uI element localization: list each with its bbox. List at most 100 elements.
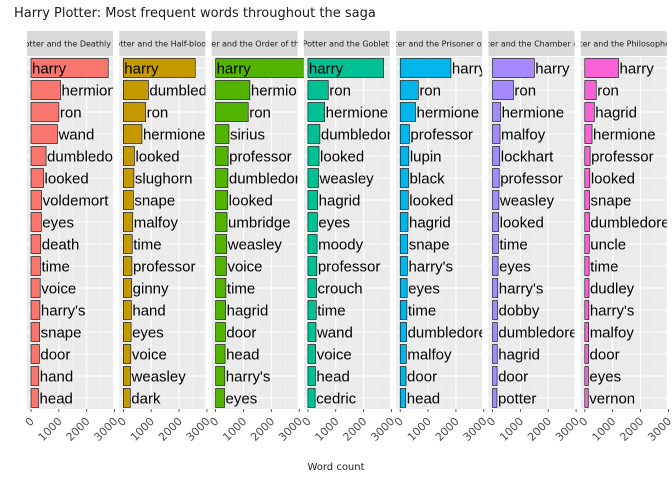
bar[interactable] xyxy=(30,212,42,232)
bar[interactable] xyxy=(492,278,499,298)
bar[interactable] xyxy=(215,256,227,276)
bar[interactable] xyxy=(123,168,135,188)
bar[interactable] xyxy=(584,278,590,298)
bar[interactable] xyxy=(584,366,589,386)
bar[interactable] xyxy=(215,366,226,386)
bar[interactable] xyxy=(584,256,590,276)
bar[interactable] xyxy=(30,58,109,78)
bar[interactable] xyxy=(215,102,249,122)
bar[interactable] xyxy=(123,388,131,408)
bar[interactable] xyxy=(123,366,131,386)
bar[interactable] xyxy=(123,300,132,320)
bar[interactable] xyxy=(307,146,320,166)
bar[interactable] xyxy=(492,212,499,232)
bar[interactable] xyxy=(399,234,409,254)
bar[interactable] xyxy=(399,300,408,320)
bar[interactable] xyxy=(399,146,410,166)
bar[interactable] xyxy=(307,256,318,276)
bar[interactable] xyxy=(399,388,407,408)
bar[interactable] xyxy=(123,212,134,232)
bar[interactable] xyxy=(492,124,501,144)
bar[interactable] xyxy=(30,168,44,188)
bar[interactable] xyxy=(492,256,499,276)
bar[interactable] xyxy=(307,190,318,210)
bar[interactable] xyxy=(307,366,316,386)
bar[interactable] xyxy=(30,278,41,298)
bar[interactable] xyxy=(307,344,317,364)
bar[interactable] xyxy=(584,322,590,342)
bar[interactable] xyxy=(492,234,499,254)
bar[interactable] xyxy=(30,124,58,144)
bar[interactable] xyxy=(307,80,329,100)
bar[interactable] xyxy=(30,344,40,364)
bar[interactable] xyxy=(492,300,498,320)
bar[interactable] xyxy=(399,366,407,386)
bar[interactable] xyxy=(399,256,408,276)
bar[interactable] xyxy=(399,190,409,210)
bar[interactable] xyxy=(30,256,41,276)
bar[interactable] xyxy=(399,344,407,364)
bar[interactable] xyxy=(584,102,595,122)
bar[interactable] xyxy=(399,168,409,188)
bar[interactable] xyxy=(30,300,41,320)
bar[interactable] xyxy=(307,278,317,298)
bar[interactable] xyxy=(492,58,535,78)
bar[interactable] xyxy=(399,278,408,298)
bar[interactable] xyxy=(399,58,452,78)
bar[interactable] xyxy=(30,366,40,386)
bar[interactable] xyxy=(307,102,325,122)
bar[interactable] xyxy=(30,190,42,210)
bar[interactable] xyxy=(215,168,229,188)
bar[interactable] xyxy=(584,234,590,254)
bar[interactable] xyxy=(215,322,226,342)
bar[interactable] xyxy=(215,344,226,364)
bar[interactable] xyxy=(123,102,146,122)
bar[interactable] xyxy=(399,102,416,122)
bar[interactable] xyxy=(492,322,498,342)
bar[interactable] xyxy=(584,388,589,408)
bar[interactable] xyxy=(492,388,498,408)
bar[interactable] xyxy=(123,190,134,210)
bar[interactable] xyxy=(123,256,133,276)
bar[interactable] xyxy=(584,344,589,364)
bar[interactable] xyxy=(307,124,321,144)
bar[interactable] xyxy=(30,80,61,100)
bar[interactable] xyxy=(584,124,593,144)
bar[interactable] xyxy=(215,80,251,100)
bar[interactable] xyxy=(307,212,318,232)
bar[interactable] xyxy=(215,278,227,298)
bar[interactable] xyxy=(492,366,498,386)
bar[interactable] xyxy=(307,322,317,342)
bar[interactable] xyxy=(399,212,409,232)
bar[interactable] xyxy=(123,80,149,100)
bar[interactable] xyxy=(584,80,597,100)
bar[interactable] xyxy=(492,344,498,364)
bar[interactable] xyxy=(123,146,135,166)
bar[interactable] xyxy=(30,322,40,342)
bar[interactable] xyxy=(307,300,317,320)
bar[interactable] xyxy=(215,234,228,254)
bar[interactable] xyxy=(492,102,501,122)
bar[interactable] xyxy=(215,388,225,408)
bar[interactable] xyxy=(307,234,318,254)
bar[interactable] xyxy=(399,80,419,100)
bar[interactable] xyxy=(399,124,410,144)
bar[interactable] xyxy=(123,278,132,298)
bar[interactable] xyxy=(307,168,319,188)
bar[interactable] xyxy=(215,190,228,210)
bar[interactable] xyxy=(123,124,143,144)
bar[interactable] xyxy=(215,124,230,144)
bar[interactable] xyxy=(215,146,229,166)
bar[interactable] xyxy=(584,58,619,78)
bar[interactable] xyxy=(30,388,39,408)
bar[interactable] xyxy=(215,212,228,232)
bar[interactable] xyxy=(215,300,226,320)
bar[interactable] xyxy=(584,300,590,320)
bar[interactable] xyxy=(30,102,60,122)
bar[interactable] xyxy=(584,146,591,166)
bar[interactable] xyxy=(399,322,407,342)
bar[interactable] xyxy=(584,168,591,188)
bar[interactable] xyxy=(584,212,590,232)
bar[interactable] xyxy=(30,234,42,254)
bar[interactable] xyxy=(123,234,133,254)
